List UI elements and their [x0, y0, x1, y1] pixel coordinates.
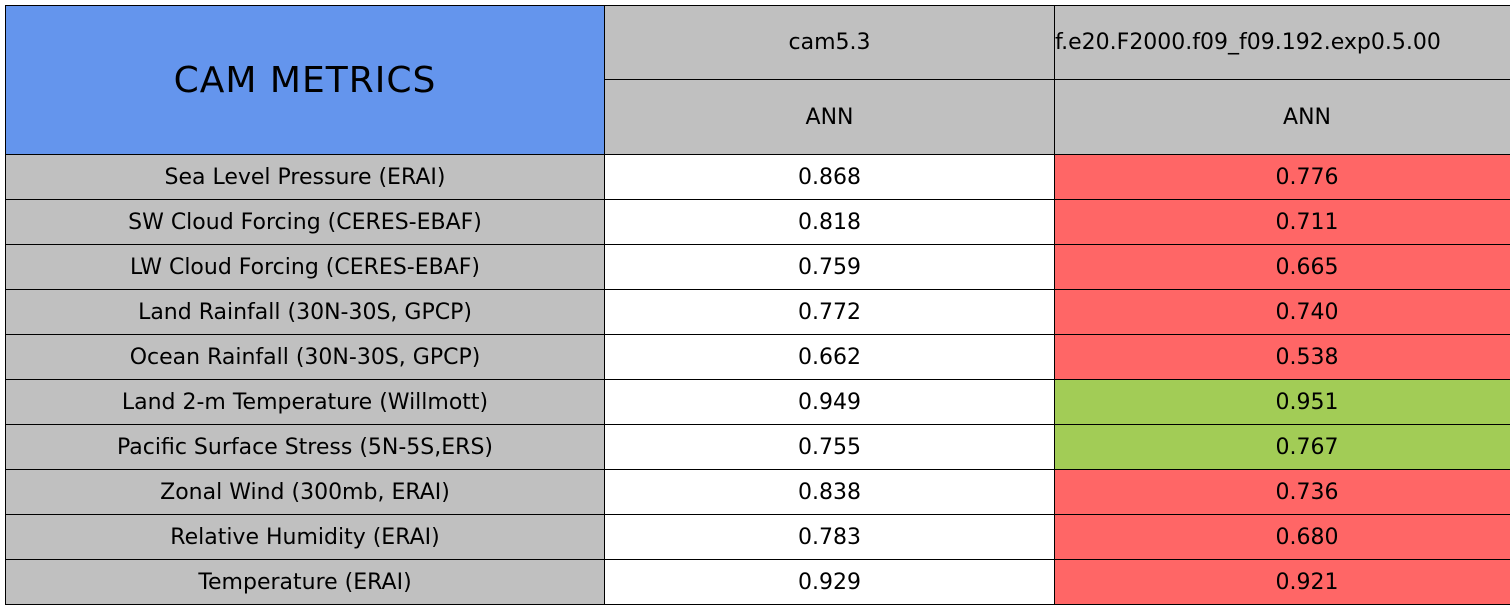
column-season: ANN [605, 80, 1055, 155]
metric-value: 0.767 [1055, 425, 1510, 470]
metric-value: 0.949 [605, 380, 1055, 425]
metric-value: 0.818 [605, 200, 1055, 245]
column-season: ANN [1055, 80, 1510, 155]
metric-value: 0.868 [605, 155, 1055, 200]
metric-value: 0.776 [1055, 155, 1510, 200]
metric-label: Temperature (ERAI) [5, 560, 605, 605]
metric-value: 0.736 [1055, 470, 1510, 515]
metric-label: SW Cloud Forcing (CERES-EBAF) [5, 200, 605, 245]
metric-label: Ocean Rainfall (30N-30S, GPCP) [5, 335, 605, 380]
metric-label: LW Cloud Forcing (CERES-EBAF) [5, 245, 605, 290]
metric-value: 0.711 [1055, 200, 1510, 245]
metric-value: 0.929 [605, 560, 1055, 605]
metric-value: 0.665 [1055, 245, 1510, 290]
metric-label: Sea Level Pressure (ERAI) [5, 155, 605, 200]
metric-label: Land 2-m Temperature (Willmott) [5, 380, 605, 425]
metric-value: 0.759 [605, 245, 1055, 290]
column-name: cam5.3 [605, 5, 1055, 80]
metric-label: Pacific Surface Stress (5N-5S,ERS) [5, 425, 605, 470]
metric-value: 0.680 [1055, 515, 1510, 560]
metric-value: 0.921 [1055, 560, 1510, 605]
metric-value: 0.662 [605, 335, 1055, 380]
metric-label: Zonal Wind (300mb, ERAI) [5, 470, 605, 515]
metric-label: Relative Humidity (ERAI) [5, 515, 605, 560]
title-cell: CAM METRICS [5, 5, 605, 155]
metric-value: 0.755 [605, 425, 1055, 470]
metric-value: 0.740 [1055, 290, 1510, 335]
metric-label: Land Rainfall (30N-30S, GPCP) [5, 290, 605, 335]
metric-value: 0.951 [1055, 380, 1510, 425]
column-name: f.e20.F2000.f09_f09.192.exp0.5.00 [1055, 5, 1510, 80]
metric-value: 0.538 [1055, 335, 1510, 380]
metric-value: 0.838 [605, 470, 1055, 515]
metric-value: 0.783 [605, 515, 1055, 560]
metric-value: 0.772 [605, 290, 1055, 335]
